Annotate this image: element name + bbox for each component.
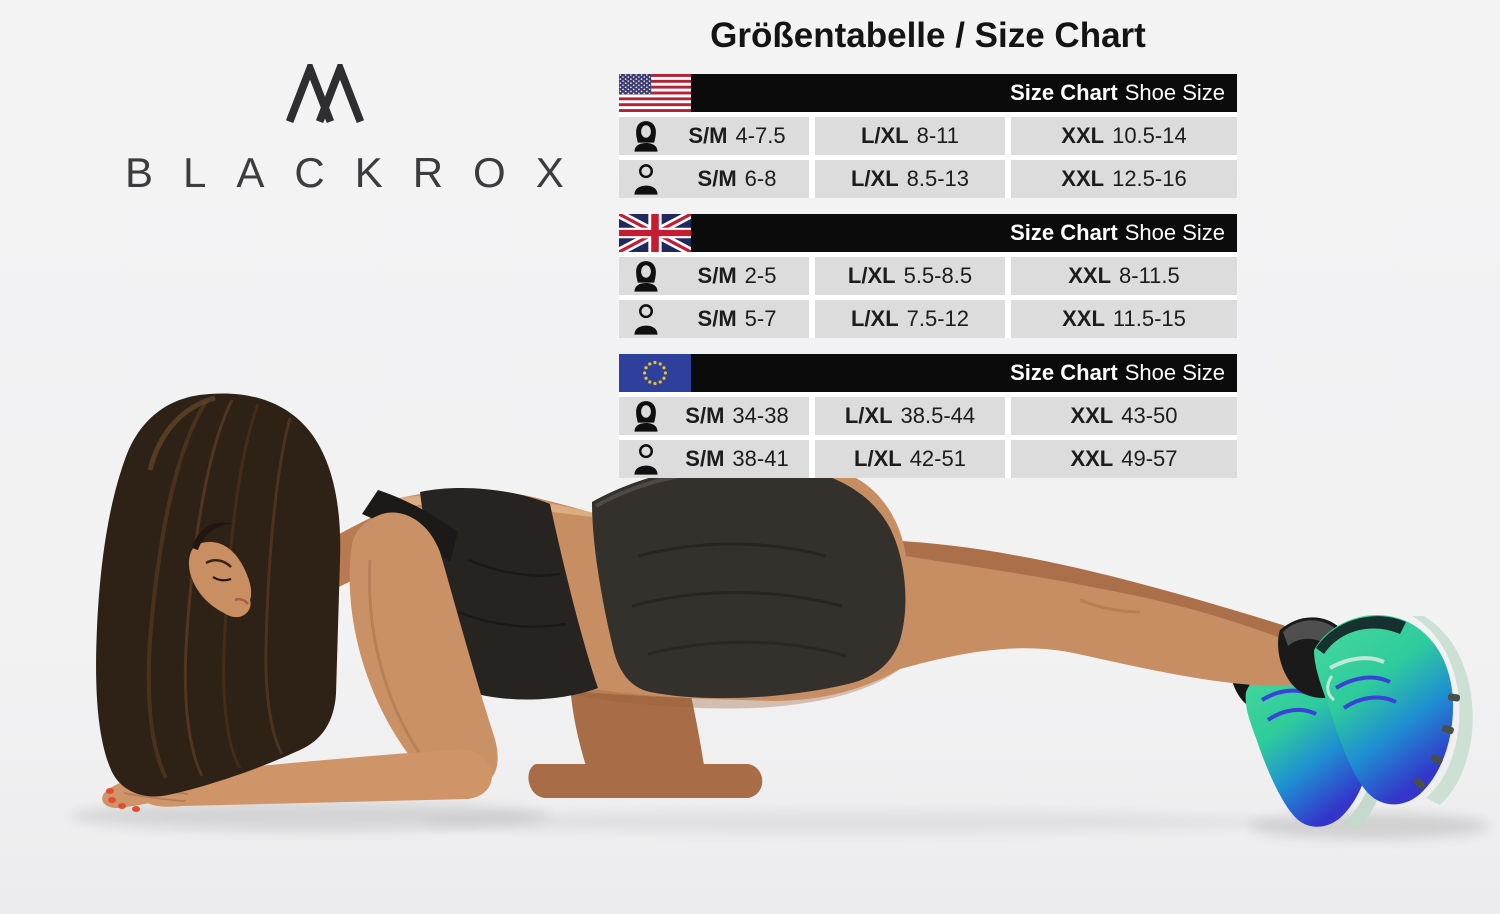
size-range: 42-51 <box>909 446 966 471</box>
size-cell: S/M 4-7.5 <box>619 117 809 155</box>
size-tables: Size Chart Shoe Size S/M 4-7.5 L/XL 8-11 XX… <box>619 74 1237 478</box>
size-cell: L/XL 38.5-44 <box>815 397 1005 435</box>
near-arm <box>141 512 498 807</box>
size-label: S/M <box>685 446 725 471</box>
size-range: 5.5-8.5 <box>903 263 973 288</box>
size-label: L/XL <box>850 166 899 191</box>
table-row-men: S/M 5-7 L/XL 7.5-12 XXL 11.5-15 <box>619 300 1237 338</box>
size-cell: L/XL 7.5-12 <box>815 300 1005 338</box>
size-cell: L/XL 42-51 <box>815 440 1005 478</box>
header-shoe-size-label: Shoe Size <box>1124 220 1225 245</box>
brand-block: BLACKROX <box>95 64 594 197</box>
size-label: XXL <box>1068 263 1112 288</box>
size-cell: S/M 38-41 <box>619 440 809 478</box>
face <box>188 522 252 618</box>
size-cell: L/XL 5.5-8.5 <box>815 257 1005 295</box>
table-row-women: S/M 34-38 L/XL 38.5-44 XXL 43-50 <box>619 397 1237 435</box>
table-header-us: Size Chart Shoe Size <box>619 74 1237 112</box>
size-label: L/XL <box>847 263 896 288</box>
table-row-men: S/M 38-41 L/XL 42-51 XXL 49-57 <box>619 440 1237 478</box>
woman-icon <box>634 401 658 432</box>
size-range: 5-7 <box>744 306 777 331</box>
eu-flag-icon <box>619 354 691 392</box>
size-label: XXL <box>1061 123 1105 148</box>
size-range: 7.5-12 <box>906 306 970 331</box>
size-label: S/M <box>697 263 737 288</box>
size-range: 2-5 <box>744 263 777 288</box>
header-size-chart-label: Size Chart <box>1010 360 1118 385</box>
table-header-uk: Size Chart Shoe Size <box>619 214 1237 252</box>
size-cell: XXL 8-11.5 <box>1011 257 1237 295</box>
size-cell: XXL 12.5-16 <box>1011 160 1237 198</box>
size-range: 8-11.5 <box>1119 263 1180 288</box>
table-header-text: Size Chart Shoe Size <box>1010 80 1237 106</box>
size-label: XXL <box>1070 446 1114 471</box>
size-label: L/XL <box>854 446 902 471</box>
size-label: L/XL <box>844 403 893 428</box>
shorts <box>592 463 906 699</box>
table-row-women: S/M 2-5 L/XL 5.5-8.5 XXL 8-11.5 <box>619 257 1237 295</box>
size-cell: XXL 10.5-14 <box>1011 117 1237 155</box>
size-range: 8-11 <box>916 123 960 148</box>
table-header-eu: Size Chart Shoe Size <box>619 354 1237 392</box>
size-label: L/XL <box>850 306 899 331</box>
table-rows: S/M 34-38 L/XL 38.5-44 XXL 43-50 S/M 38-41 L… <box>619 392 1237 478</box>
size-range: 11.5-15 <box>1112 306 1186 331</box>
double-peak-monogram-icon <box>285 64 365 124</box>
table-rows: S/M 4-7.5 L/XL 8-11 XXL 10.5-14 S/M 6-8 L/XL… <box>619 112 1237 198</box>
table-rows: S/M 2-5 L/XL 5.5-8.5 XXL 8-11.5 S/M 5-7 L/XL… <box>619 252 1237 338</box>
table-header-text: Size Chart Shoe Size <box>1010 220 1237 246</box>
header-size-chart-label: Size Chart <box>1010 80 1118 105</box>
size-cell: XXL 49-57 <box>1011 440 1237 478</box>
table-header-text: Size Chart Shoe Size <box>1010 360 1237 386</box>
man-icon <box>634 164 658 195</box>
woman-icon <box>634 261 658 292</box>
table-row-women: S/M 4-7.5 L/XL 8-11 XXL 10.5-14 <box>619 117 1237 155</box>
near-sneaker <box>1314 614 1473 805</box>
header-size-chart-label: Size Chart <box>1010 220 1118 245</box>
size-label: XXL <box>1070 403 1114 428</box>
size-range: 38-41 <box>732 446 789 471</box>
size-range: 12.5-16 <box>1112 166 1187 191</box>
size-range: 34-38 <box>732 403 789 428</box>
size-range: 38.5-44 <box>900 403 976 428</box>
page-title: Größentabelle / Size Chart <box>710 16 1146 55</box>
uk-flag-icon <box>619 214 691 252</box>
size-table-eu: Size Chart Shoe Size S/M 34-38 L/XL 38.5-44… <box>619 354 1237 478</box>
size-label: XXL <box>1062 306 1105 331</box>
size-range: 10.5-14 <box>1112 123 1187 148</box>
brand-name: BLACKROX <box>125 149 594 196</box>
size-label: L/XL <box>860 123 909 148</box>
size-cell: XXL 11.5-15 <box>1011 300 1237 338</box>
size-range: 4-7.5 <box>735 123 786 148</box>
us-flag-icon <box>619 74 691 112</box>
size-label: XXL <box>1061 166 1105 191</box>
size-label: S/M <box>697 166 737 191</box>
size-cell: S/M 2-5 <box>619 257 809 295</box>
size-cell: S/M 6-8 <box>619 160 809 198</box>
size-label: S/M <box>697 306 737 331</box>
table-row-men: S/M 6-8 L/XL 8.5-13 XXL 12.5-16 <box>619 160 1237 198</box>
floor-shadow <box>70 801 1490 839</box>
man-icon <box>634 304 658 335</box>
size-range: 8.5-13 <box>906 166 970 191</box>
size-label: S/M <box>685 403 725 428</box>
size-range: 43-50 <box>1121 403 1178 428</box>
size-cell: S/M 5-7 <box>619 300 809 338</box>
header-shoe-size-label: Shoe Size <box>1124 360 1225 385</box>
size-range: 49-57 <box>1121 446 1178 471</box>
size-cell: S/M 34-38 <box>619 397 809 435</box>
size-cell: XXL 43-50 <box>1011 397 1237 435</box>
size-table-us: Size Chart Shoe Size S/M 4-7.5 L/XL 8-11 XX… <box>619 74 1237 198</box>
size-cell: L/XL 8.5-13 <box>815 160 1005 198</box>
woman-icon <box>634 121 658 152</box>
size-range: 6-8 <box>744 166 777 191</box>
size-cell: L/XL 8-11 <box>815 117 1005 155</box>
man-icon <box>634 444 658 475</box>
size-table-uk: Size Chart Shoe Size S/M 2-5 L/XL 5.5-8.5 X… <box>619 214 1237 338</box>
size-label: S/M <box>688 123 728 148</box>
header-shoe-size-label: Shoe Size <box>1124 80 1225 105</box>
